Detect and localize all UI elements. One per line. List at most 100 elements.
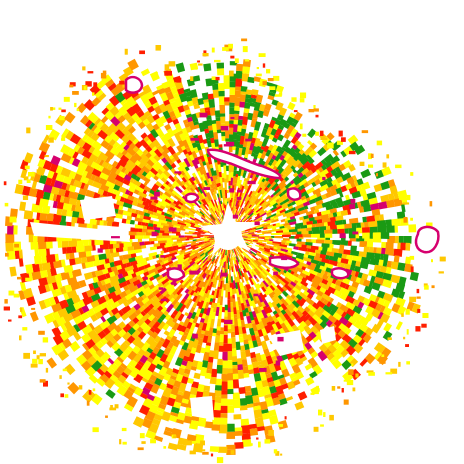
reflectivity-bin bbox=[250, 300, 257, 308]
reflectivity-bin bbox=[26, 226, 33, 235]
reflectivity-bin bbox=[148, 256, 153, 261]
reflectivity-bin bbox=[190, 207, 198, 214]
reflectivity-bin bbox=[71, 157, 81, 167]
reflectivity-bin bbox=[369, 232, 373, 239]
reflectivity-bin bbox=[18, 249, 23, 259]
reflectivity-bin bbox=[130, 289, 139, 297]
reflectivity-speckle bbox=[211, 76, 216, 80]
reflectivity-bin bbox=[271, 182, 279, 191]
reflectivity-bin bbox=[111, 293, 122, 303]
reflectivity-speckle bbox=[256, 67, 259, 70]
reflectivity-bin bbox=[261, 178, 266, 183]
reflectivity-bin bbox=[9, 208, 18, 219]
reflectivity-bin bbox=[126, 215, 133, 221]
reflectivity-bin bbox=[139, 157, 149, 167]
reflectivity-bin bbox=[191, 241, 196, 245]
reflectivity-bin bbox=[266, 240, 273, 244]
reflectivity-bin bbox=[201, 237, 211, 240]
reflectivity-bin bbox=[270, 128, 278, 136]
reflectivity-bin bbox=[202, 279, 208, 288]
reflectivity-bin bbox=[68, 240, 78, 248]
reflectivity-bin bbox=[50, 155, 61, 166]
reflectivity-bin bbox=[161, 266, 167, 271]
reflectivity-bin bbox=[213, 206, 218, 212]
reflectivity-bin bbox=[224, 255, 227, 262]
reflectivity-bin bbox=[192, 246, 199, 250]
reflectivity-bin bbox=[179, 279, 184, 284]
reflectivity-bin bbox=[170, 162, 177, 169]
reflectivity-bin bbox=[195, 290, 200, 297]
reflectivity-bin bbox=[175, 255, 180, 259]
reflectivity-bin bbox=[184, 91, 192, 98]
reflectivity-bin bbox=[254, 211, 260, 216]
reflectivity-bin bbox=[253, 204, 261, 212]
reflectivity-bin bbox=[266, 376, 274, 383]
reflectivity-bin bbox=[49, 192, 55, 201]
reflectivity-bin bbox=[208, 130, 215, 139]
reflectivity-bin bbox=[126, 132, 137, 143]
reflectivity-bin bbox=[140, 152, 150, 163]
reflectivity-bin bbox=[208, 350, 215, 358]
reflectivity-bin bbox=[165, 180, 170, 186]
reflectivity-bin bbox=[205, 368, 213, 374]
reflectivity-bin bbox=[109, 248, 114, 254]
reflectivity-bin bbox=[238, 268, 242, 276]
reflectivity-bin bbox=[145, 173, 152, 180]
reflectivity-bin bbox=[72, 331, 82, 341]
reflectivity-bin bbox=[141, 296, 150, 305]
reflectivity-speckle bbox=[368, 372, 375, 376]
high-reflectivity-cell bbox=[236, 196, 242, 200]
reflectivity-bin bbox=[187, 298, 193, 304]
reflectivity-bin bbox=[93, 324, 104, 335]
reflectivity-bin bbox=[160, 306, 168, 314]
reflectivity-bin bbox=[267, 152, 275, 161]
reflectivity-bin bbox=[125, 261, 131, 268]
reflectivity-bin bbox=[61, 208, 68, 217]
reflectivity-bin bbox=[233, 248, 237, 254]
reflectivity-bin bbox=[263, 225, 268, 229]
reflectivity-bin bbox=[256, 216, 263, 221]
reflectivity-bin bbox=[280, 303, 288, 311]
reflectivity-bin bbox=[190, 225, 197, 229]
reflectivity-bin bbox=[28, 187, 38, 198]
reflectivity-bin bbox=[137, 221, 142, 226]
reflectivity-bin bbox=[322, 304, 333, 314]
reflectivity-bin bbox=[241, 247, 247, 253]
reflectivity-bin bbox=[208, 241, 216, 245]
reflectivity-bin bbox=[243, 112, 249, 117]
reflectivity-bin bbox=[196, 259, 203, 265]
reflectivity-bin bbox=[247, 234, 252, 236]
reflectivity-bin bbox=[176, 245, 186, 250]
reflectivity-bin bbox=[219, 177, 223, 184]
reflectivity-speckle bbox=[43, 380, 48, 387]
reflectivity-bin bbox=[264, 244, 269, 248]
reflectivity-bin bbox=[73, 143, 81, 153]
reflectivity-bin bbox=[18, 257, 24, 267]
reflectivity-bin bbox=[173, 211, 178, 215]
reflectivity-bin bbox=[229, 296, 233, 303]
high-reflectivity-cell bbox=[254, 221, 260, 226]
reflectivity-bin bbox=[104, 257, 110, 264]
reflectivity-speckle bbox=[387, 337, 392, 340]
reflectivity-bin bbox=[220, 248, 224, 255]
reflectivity-speckle bbox=[368, 164, 374, 168]
reflectivity-bin bbox=[222, 249, 225, 257]
reflectivity-bin bbox=[242, 234, 248, 236]
reflectivity-bin bbox=[201, 264, 208, 271]
reflectivity-bin bbox=[73, 323, 81, 333]
reflectivity-bin bbox=[141, 165, 151, 174]
reflectivity-bin bbox=[298, 353, 306, 360]
reflectivity-bin bbox=[304, 363, 313, 371]
reflectivity-bin bbox=[119, 362, 128, 370]
reflectivity-bin bbox=[229, 134, 234, 142]
reflectivity-bin bbox=[198, 262, 204, 268]
reflectivity-bin bbox=[19, 201, 27, 212]
reflectivity-bin bbox=[244, 102, 251, 109]
reflectivity-speckle bbox=[102, 70, 107, 74]
reflectivity-bin bbox=[223, 196, 226, 201]
reflectivity-bin bbox=[309, 142, 318, 150]
reflectivity-bin bbox=[130, 167, 139, 176]
reflectivity-bin bbox=[248, 238, 255, 241]
reflectivity-bin bbox=[189, 222, 196, 226]
reflectivity-bin bbox=[315, 169, 321, 175]
